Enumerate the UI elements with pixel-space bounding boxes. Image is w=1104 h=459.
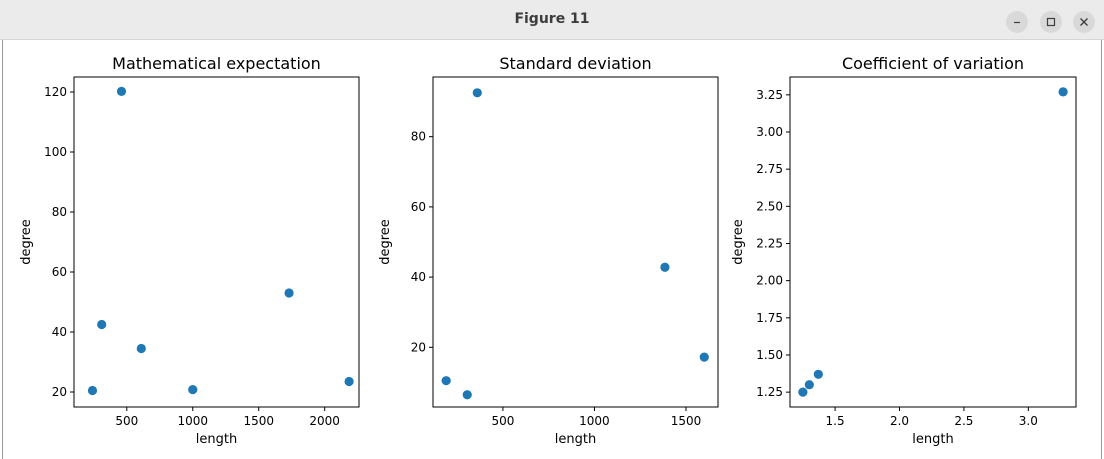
figure-canvas: Mathematical expectation 500 1000 1500 2000 2… bbox=[2, 40, 1102, 459]
y-tick-label: 2.25 bbox=[756, 236, 783, 250]
data-point bbox=[813, 369, 823, 379]
maximize-button[interactable] bbox=[1040, 11, 1062, 33]
y-tick-label: 60 bbox=[411, 200, 426, 214]
x-tick-label: 2000 bbox=[309, 414, 340, 428]
data-point bbox=[87, 385, 98, 396]
subplot-1: Mathematical expectation 500 1000 1500 2000 2… bbox=[19, 54, 360, 447]
subplot-2: Standard deviation 500 1000 1500 20 40 60 80 len… bbox=[378, 54, 719, 447]
y-tick-label: 80 bbox=[52, 205, 67, 219]
y-tick-label: 100 bbox=[44, 145, 67, 159]
window-title: Figure 11 bbox=[514, 11, 590, 27]
x-tick-label: 1000 bbox=[177, 414, 208, 428]
x-tick-label: 1500 bbox=[671, 414, 702, 428]
data-point bbox=[660, 262, 670, 272]
x-tick-label: 500 bbox=[491, 414, 514, 428]
chart-title: Coefficient of variation bbox=[842, 54, 1024, 73]
y-axis-label: degree bbox=[378, 219, 393, 265]
y-tick-label: 60 bbox=[52, 265, 67, 279]
close-icon bbox=[1080, 18, 1088, 26]
x-tick-label: 1.5 bbox=[826, 414, 845, 428]
data-point bbox=[136, 343, 146, 354]
y-tick-label: 1.50 bbox=[756, 348, 783, 362]
y-tick-label: 20 bbox=[411, 340, 426, 354]
y-tick-label: 40 bbox=[411, 270, 426, 284]
data-point bbox=[699, 352, 709, 362]
axes-frame bbox=[73, 76, 360, 408]
data-point bbox=[798, 387, 808, 397]
y-tick-label: 120 bbox=[44, 85, 67, 99]
x-tick-label: 1500 bbox=[243, 414, 274, 428]
x-axis-label: length bbox=[912, 432, 953, 447]
data-point bbox=[116, 86, 127, 96]
axes-frame bbox=[789, 76, 1077, 408]
data-point bbox=[804, 380, 814, 390]
x-tick-label: 2.5 bbox=[954, 414, 973, 428]
chart-title: Standard deviation bbox=[499, 54, 651, 73]
y-tick-label: 2.00 bbox=[756, 274, 783, 288]
x-axis-label: length bbox=[196, 432, 237, 447]
y-tick-label: 40 bbox=[52, 325, 67, 339]
minimize-icon bbox=[1014, 21, 1020, 24]
data-point bbox=[188, 385, 198, 395]
data-point bbox=[284, 288, 294, 298]
y-tick-label: 2.50 bbox=[756, 199, 783, 213]
y-tick-label: 3.25 bbox=[756, 88, 783, 102]
data-point bbox=[462, 390, 472, 400]
data-point bbox=[97, 319, 107, 330]
y-tick-label: 2.75 bbox=[756, 162, 783, 176]
data-point bbox=[472, 88, 482, 98]
minimize-button[interactable] bbox=[1006, 11, 1028, 33]
x-tick-label: 500 bbox=[115, 414, 138, 428]
x-tick-label: 3.0 bbox=[1019, 414, 1038, 428]
chart-title: Mathematical expectation bbox=[112, 54, 321, 73]
y-tick-label: 1.75 bbox=[756, 311, 783, 325]
y-axis-label: degree bbox=[731, 219, 746, 265]
data-point bbox=[344, 376, 354, 387]
x-tick-label: 2.0 bbox=[890, 414, 909, 428]
figure-svg: Mathematical expectation 500 1000 1500 2000 2… bbox=[19, 54, 1077, 447]
y-tick-label: 1.25 bbox=[756, 385, 783, 399]
y-tick-label: 20 bbox=[52, 385, 67, 399]
subplot-3: Coefficient of variation 1.5 2.0 2.5 3.0 1.25… bbox=[731, 54, 1077, 447]
y-tick-label: 3.00 bbox=[756, 125, 783, 139]
x-axis-label: length bbox=[555, 432, 596, 447]
close-button[interactable] bbox=[1073, 11, 1095, 33]
y-tick-label: 80 bbox=[411, 130, 426, 144]
x-tick-label: 1000 bbox=[579, 414, 610, 428]
axes-frame bbox=[432, 76, 719, 408]
title-bar[interactable]: Figure 11 bbox=[0, 0, 1104, 40]
maximize-icon bbox=[1046, 17, 1056, 27]
data-point bbox=[1058, 87, 1068, 97]
y-axis-label: degree bbox=[19, 219, 34, 265]
data-point bbox=[441, 376, 451, 386]
